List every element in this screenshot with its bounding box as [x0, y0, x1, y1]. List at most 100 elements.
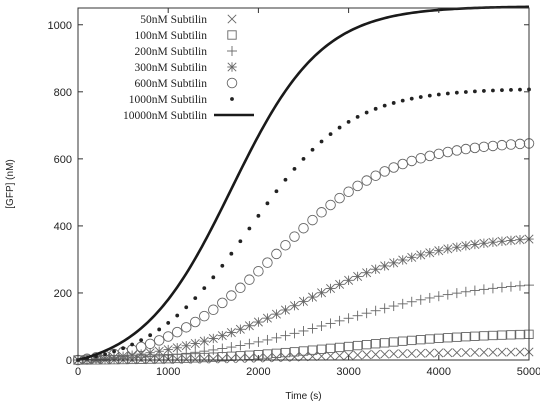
data-point: [262, 313, 273, 323]
data-point: [425, 334, 435, 344]
x-tick-label: 1000: [156, 366, 180, 378]
legend: 50nM Subtilin 100nM Subtilin 200nM Subtili…: [123, 14, 254, 122]
data-point: [181, 341, 191, 351]
data-point: [226, 290, 237, 301]
data-point: [280, 330, 291, 341]
data-point: [406, 155, 417, 167]
data-point: [443, 244, 453, 254]
data-point: [229, 251, 234, 256]
data-point: [316, 320, 327, 331]
data-point: [153, 335, 165, 346]
data-point: [487, 283, 498, 294]
data-point: [265, 201, 270, 206]
data-point: [226, 342, 237, 353]
data-point: [491, 88, 495, 93]
data-point: [409, 96, 414, 101]
data-point: [256, 213, 261, 218]
data-point: [470, 331, 480, 341]
data-point: [461, 332, 471, 342]
data-point: [235, 340, 246, 351]
legend-symbol: [227, 46, 237, 56]
data-point: [308, 351, 318, 362]
data-point: [271, 332, 282, 343]
data-point: [130, 342, 135, 347]
data-point: [346, 119, 351, 124]
data-point: [352, 310, 363, 321]
data-point: [469, 142, 481, 154]
data-point: [505, 281, 516, 292]
legend-symbol: [227, 30, 237, 40]
data-point: [247, 226, 252, 231]
data-point: [361, 308, 372, 319]
data-point: [283, 177, 288, 182]
data-point: [307, 345, 318, 355]
legend-label: 100nM Subtilin: [134, 30, 207, 42]
y-tick-label: 1000: [48, 20, 72, 32]
data-point: [298, 222, 309, 234]
data-point: [334, 279, 345, 290]
x-axis-title: Time (s): [285, 391, 321, 402]
data-point: [352, 340, 363, 351]
series-4: [72, 138, 535, 366]
data-point: [118, 351, 128, 361]
data-point: [100, 353, 110, 363]
data-point: [397, 158, 408, 170]
data-point: [353, 350, 363, 360]
y-tick-label: 200: [54, 288, 72, 300]
y-tick-label: 800: [54, 87, 72, 99]
data-point: [407, 335, 417, 346]
data-point: [479, 331, 489, 341]
data-point: [478, 141, 490, 153]
data-point: [388, 301, 399, 312]
data-point: [479, 238, 489, 248]
legend-symbol: [230, 97, 234, 101]
axis-ticks: 0 1000 2000 3000 4000 5000 0 200 400 600 800 1000: [48, 8, 540, 378]
data-point: [451, 288, 462, 299]
data-point: [496, 282, 507, 293]
data-point: [488, 237, 498, 247]
data-point: [316, 207, 327, 218]
data-point: [500, 88, 504, 93]
y-tick-label: 0: [66, 355, 72, 367]
data-point: [487, 140, 499, 152]
data-point: [316, 288, 327, 298]
data-point: [280, 347, 291, 358]
data-point: [442, 146, 454, 158]
data-point: [380, 338, 390, 348]
data-point: [370, 170, 381, 181]
data-point: [506, 235, 516, 246]
data-point: [364, 110, 369, 115]
data-point: [190, 347, 201, 358]
data-point: [389, 258, 399, 268]
data-point: [379, 166, 390, 177]
plot-area-frame: [77, 7, 530, 361]
data-point: [425, 248, 435, 258]
data-point: [319, 139, 324, 144]
data-point: [472, 89, 477, 94]
data-point: [496, 139, 508, 151]
data-point: [463, 90, 468, 94]
x-tick-label: 0: [75, 366, 81, 378]
data-point: [506, 330, 516, 340]
data-point: [139, 338, 144, 343]
data-point: [226, 327, 237, 338]
data-point: [436, 92, 441, 97]
data-point: [371, 349, 381, 359]
data-point: [163, 344, 173, 355]
data-point: [271, 309, 282, 319]
data-point: [253, 266, 264, 277]
data-point: [488, 330, 498, 341]
data-point: [289, 347, 300, 357]
data-point: [352, 180, 363, 192]
data-point: [154, 346, 164, 356]
legend-label: 300nM Subtilin: [134, 62, 207, 74]
data-point: [400, 98, 405, 103]
data-point: [373, 106, 378, 111]
data-point: [361, 175, 372, 186]
data-point: [103, 352, 107, 356]
data-point: [505, 139, 517, 150]
data-point: [244, 353, 254, 363]
data-point: [184, 305, 189, 310]
data-point: [407, 252, 417, 263]
data-point: [515, 329, 525, 340]
